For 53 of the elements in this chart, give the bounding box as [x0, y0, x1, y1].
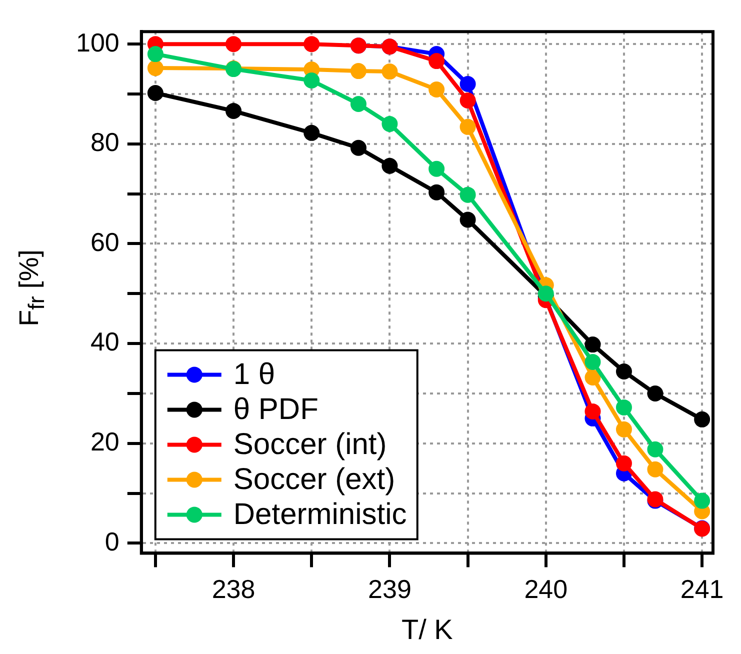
y-tick-label: 20 [90, 426, 120, 457]
point [616, 455, 632, 472]
point [147, 46, 164, 62]
point [350, 96, 366, 112]
point [147, 60, 164, 76]
point [538, 286, 554, 302]
y-tick-label: 80 [90, 127, 120, 158]
y-tick-label: 40 [90, 326, 120, 357]
point [616, 421, 632, 438]
x-tick-label: 239 [368, 574, 412, 604]
legend-label: θ PDF [233, 392, 318, 426]
point [584, 336, 601, 353]
x-tick-label: 238 [212, 574, 256, 604]
point [584, 354, 601, 370]
point [460, 186, 476, 203]
point [694, 411, 710, 428]
point [460, 92, 476, 108]
point [226, 36, 242, 52]
x-axis-title: T/ K [402, 614, 454, 645]
x-tick-label: 241 [680, 574, 724, 604]
y-tick-label: 100 [76, 27, 120, 58]
point [382, 158, 398, 174]
point [382, 64, 398, 80]
point [428, 160, 445, 177]
point [428, 82, 445, 98]
y-tick-label: 60 [90, 226, 120, 257]
point [147, 84, 164, 101]
point [304, 124, 320, 141]
point [382, 116, 398, 132]
x-tick-label: 240 [524, 574, 568, 604]
point [647, 385, 664, 402]
point [460, 212, 476, 228]
point [616, 399, 632, 416]
point [584, 403, 601, 420]
point [694, 492, 710, 509]
point [350, 140, 366, 156]
point [616, 364, 632, 380]
point [584, 370, 601, 386]
point [428, 184, 445, 200]
point [304, 36, 320, 52]
legend-label: Soccer (ext) [233, 462, 396, 496]
point [226, 102, 242, 119]
point [350, 63, 366, 80]
point [304, 72, 320, 89]
y-tick-label: 0 [104, 526, 120, 556]
legend-label: 1 θ [233, 358, 276, 391]
point [428, 53, 445, 70]
legend-label: Deterministic [233, 498, 407, 531]
legend-label: Soccer (int) [233, 428, 387, 461]
point [647, 461, 664, 478]
point [647, 441, 664, 458]
point [460, 76, 476, 92]
point [460, 118, 476, 135]
